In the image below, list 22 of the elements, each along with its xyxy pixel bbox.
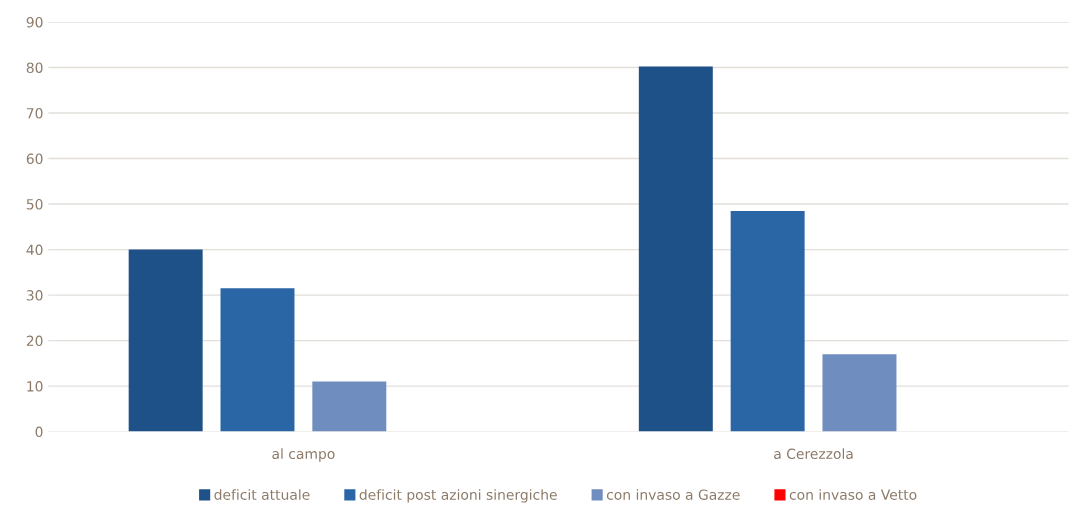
- legend-label: deficit attuale: [214, 489, 310, 500]
- y-tick-label: 50: [26, 199, 43, 210]
- y-tick-label: 0: [35, 426, 43, 438]
- legend-label: deficit post azioni sinergiche: [359, 489, 557, 503]
- legend-label: con invaso a Vetto: [789, 489, 917, 500]
- y-tick-label: 90: [26, 16, 43, 28]
- bar: [638, 66, 713, 432]
- y-tick-label: 70: [26, 108, 43, 119]
- bar: [822, 354, 897, 432]
- bar: [730, 210, 805, 432]
- legend-label: con invaso a Gazze: [606, 489, 740, 500]
- y-tick-label: 80: [26, 62, 43, 73]
- x-tick-label: al campo: [272, 448, 335, 462]
- y-tick-label: 10: [27, 381, 43, 392]
- x-tick-label: a Cerezzola: [774, 448, 853, 460]
- y-tick-label: 60: [26, 153, 43, 165]
- y-tick-label: 40: [26, 244, 43, 256]
- bar: [128, 249, 203, 432]
- y-tick-label: 20: [26, 335, 43, 347]
- bar: [312, 381, 387, 432]
- y-tick-label: 30: [26, 290, 43, 301]
- bar: [220, 288, 295, 432]
